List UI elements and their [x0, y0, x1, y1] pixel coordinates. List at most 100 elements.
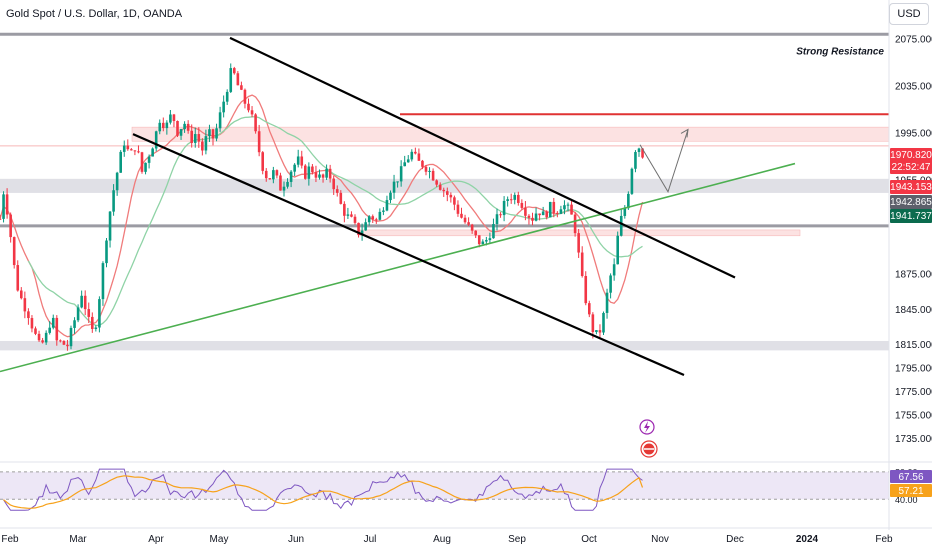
- price-tick-label: 2075.000: [895, 35, 932, 46]
- candle-body: [272, 170, 275, 180]
- candle-body: [133, 150, 137, 152]
- candle-body: [80, 295, 83, 308]
- zone-gray-7: [0, 340, 889, 351]
- candle-body: [236, 73, 240, 86]
- trendline-channel-upper: [229, 36, 736, 279]
- candle-body: [541, 211, 545, 216]
- candle-body: [222, 101, 225, 113]
- badge-last-price-text: 22:52:47: [892, 162, 931, 173]
- candle-body: [467, 222, 470, 225]
- candle-body: [609, 275, 612, 293]
- candle-body: [502, 200, 506, 216]
- candle-body: [318, 174, 321, 178]
- price-tick-label: 1795.000: [895, 364, 932, 375]
- candle-body: [364, 222, 367, 231]
- candle-body: [435, 180, 438, 185]
- candle-body: [474, 230, 477, 236]
- strong-resistance-label: Strong Resistance: [796, 46, 884, 57]
- candle-body: [179, 129, 183, 136]
- candle-body: [641, 148, 644, 158]
- candle-body: [538, 213, 541, 216]
- candle-body: [76, 307, 80, 321]
- candle-body: [311, 166, 314, 173]
- candle-body: [300, 156, 304, 166]
- currency-button[interactable]: USD: [889, 3, 929, 25]
- candle-body: [492, 223, 495, 239]
- zone-red-6: [359, 229, 801, 237]
- candle-body: [477, 235, 481, 245]
- candle-body: [151, 148, 154, 157]
- time-tick-label: Apr: [148, 534, 164, 545]
- candle-body: [5, 194, 9, 215]
- candle-body: [414, 151, 417, 154]
- rsi-band: [0, 471, 889, 500]
- time-tick-label: Mar: [69, 534, 87, 545]
- candle-body: [279, 175, 282, 191]
- candles-layer: [0, 63, 644, 351]
- candle-body: [485, 240, 488, 242]
- badge-last-price-text: 1970.820: [890, 150, 932, 161]
- price-tick-label: 1755.000: [895, 411, 932, 422]
- candle-body: [389, 192, 392, 201]
- candle-body: [296, 156, 300, 165]
- candle-body: [627, 193, 630, 209]
- candle-body: [421, 160, 424, 167]
- candle-body: [630, 168, 634, 194]
- rsi-ma-line: [3, 475, 644, 509]
- candle-body: [186, 123, 190, 131]
- candle-body: [573, 214, 577, 234]
- candle-body: [268, 178, 272, 180]
- candle-body: [165, 122, 169, 129]
- candle-body: [261, 152, 264, 171]
- candle-body: [2, 194, 5, 219]
- candle-body: [51, 317, 55, 328]
- candle-body: [304, 165, 307, 179]
- candle-body: [254, 114, 257, 132]
- candle-body: [346, 214, 350, 216]
- candle-body: [215, 128, 218, 139]
- candle-body: [335, 189, 339, 193]
- candle-body: [428, 170, 431, 172]
- candle-body: [371, 216, 375, 220]
- candle-body: [442, 189, 446, 192]
- price-axis: 2075.0002035.0001995.0001955.0001875.000…: [888, 0, 932, 530]
- candle-body: [527, 215, 531, 218]
- candle-body: [321, 174, 325, 178]
- rsi-tick-label: 40.00: [895, 495, 918, 505]
- candle-body: [449, 194, 453, 198]
- candle-body: [403, 162, 406, 167]
- candle-body: [243, 89, 247, 104]
- candle-body: [190, 130, 193, 143]
- candle-body: [201, 141, 204, 151]
- candle-body: [16, 265, 20, 291]
- candle-body: [495, 214, 499, 224]
- candle-body: [591, 314, 595, 333]
- candle-body: [286, 181, 289, 187]
- time-tick-label: 2024: [796, 534, 819, 545]
- candle-body: [293, 164, 296, 172]
- candle-body: [83, 295, 87, 310]
- candle-body: [183, 123, 186, 130]
- candle-body: [130, 149, 133, 151]
- candle-body: [144, 162, 147, 172]
- price-tick-label: 1875.000: [895, 270, 932, 281]
- time-tick-label: Sep: [508, 534, 526, 545]
- candle-body: [325, 168, 328, 178]
- candle-body: [584, 275, 588, 304]
- candle-body: [410, 151, 414, 160]
- time-tick-label: Dec: [726, 534, 744, 545]
- chart-title: Gold Spot / U.S. Dollar, 1D, OANDA: [6, 8, 183, 20]
- candle-body: [197, 134, 201, 142]
- candle-body: [108, 211, 112, 241]
- candle-body: [353, 216, 357, 223]
- candle-body: [154, 131, 158, 149]
- candle-body: [399, 166, 403, 182]
- candle-body: [616, 235, 619, 265]
- lightning-icon: [644, 421, 650, 433]
- candle-body: [463, 217, 467, 223]
- trendline-channel-lower: [132, 133, 685, 377]
- candle-body: [193, 134, 197, 143]
